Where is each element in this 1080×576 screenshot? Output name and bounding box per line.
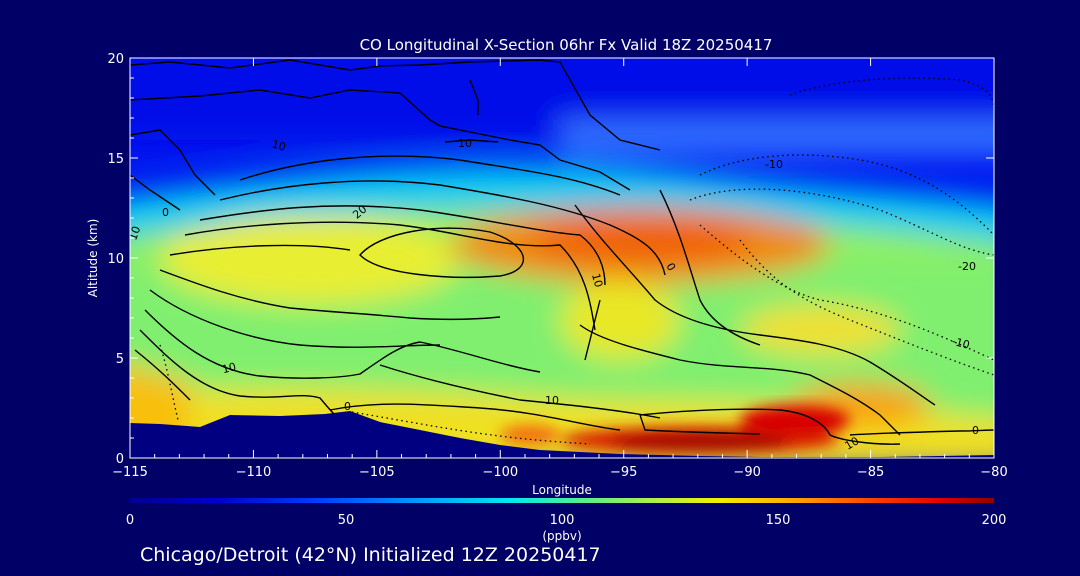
x-tick-label: −115 [112, 465, 148, 480]
contour-label: -20 [958, 260, 976, 273]
x-tick-label: −110 [236, 465, 272, 480]
x-tick-label: −95 [610, 465, 637, 480]
colorbar-tick-label: 50 [338, 513, 355, 528]
co-colorfield [130, 58, 994, 458]
contour-label: 0 [162, 206, 169, 219]
x-tick-label: −105 [359, 465, 395, 480]
chart-title: CO Longitudinal X-Section 06hr Fx Valid … [360, 36, 773, 54]
contour-label: 0 [972, 424, 979, 437]
x-tick-label: −100 [482, 465, 518, 480]
colorbar-ticks: 0 50 100 150 200 [126, 513, 1007, 528]
colorbar-tick-label: 150 [766, 513, 791, 528]
x-tick-label: −80 [980, 465, 1007, 480]
co-contours [130, 59, 994, 445]
contour-label: 10 [589, 272, 605, 289]
colorbar-tick-label: 100 [550, 513, 575, 528]
x-tick-label: −85 [857, 465, 884, 480]
y-tick-label: 5 [116, 352, 124, 367]
colorbar-tick-label: 200 [982, 513, 1007, 528]
contour-label: 10 [843, 434, 862, 452]
y-axis: 0 5 10 15 20 [107, 52, 994, 467]
y-tick-label: 15 [107, 152, 124, 167]
contour-label: -10 [950, 335, 971, 352]
contour-label: 10 [270, 138, 287, 154]
colorbar-tick-label: 0 [126, 513, 134, 528]
x-axis: −115 −110 −105 −100 −95 −90 −85 −80 [112, 58, 1008, 480]
colorbar [130, 498, 994, 503]
x-tick-label: −90 [733, 465, 760, 480]
contour-label: 10 [458, 137, 472, 150]
contour-label: 10 [221, 360, 238, 376]
y-axis-label: Altitude (km) [86, 219, 100, 298]
y-tick-label: 0 [116, 452, 124, 467]
footer-caption: Chicago/Detroit (42°N) Initialized 12Z 2… [140, 544, 601, 566]
colorbar-label: (ppbv) [542, 529, 581, 543]
y-tick-label: 10 [107, 252, 124, 267]
terrain [130, 411, 994, 458]
y-tick-label: 20 [107, 52, 124, 67]
contour-label: 10 [545, 394, 559, 407]
x-axis-label: Longitude [532, 483, 592, 497]
contour-label: 0 [344, 400, 351, 413]
contour-label: -10 [765, 158, 783, 171]
